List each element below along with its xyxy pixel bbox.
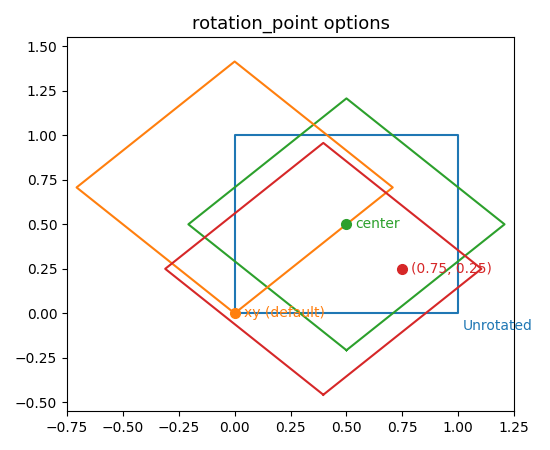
Text: center: center [355, 217, 400, 231]
Text: Unrotated: Unrotated [463, 319, 532, 333]
Text: xy (default): xy (default) [244, 306, 324, 320]
Text: (0.75, 0.25): (0.75, 0.25) [411, 262, 492, 276]
Title: rotation_point options: rotation_point options [191, 15, 389, 33]
